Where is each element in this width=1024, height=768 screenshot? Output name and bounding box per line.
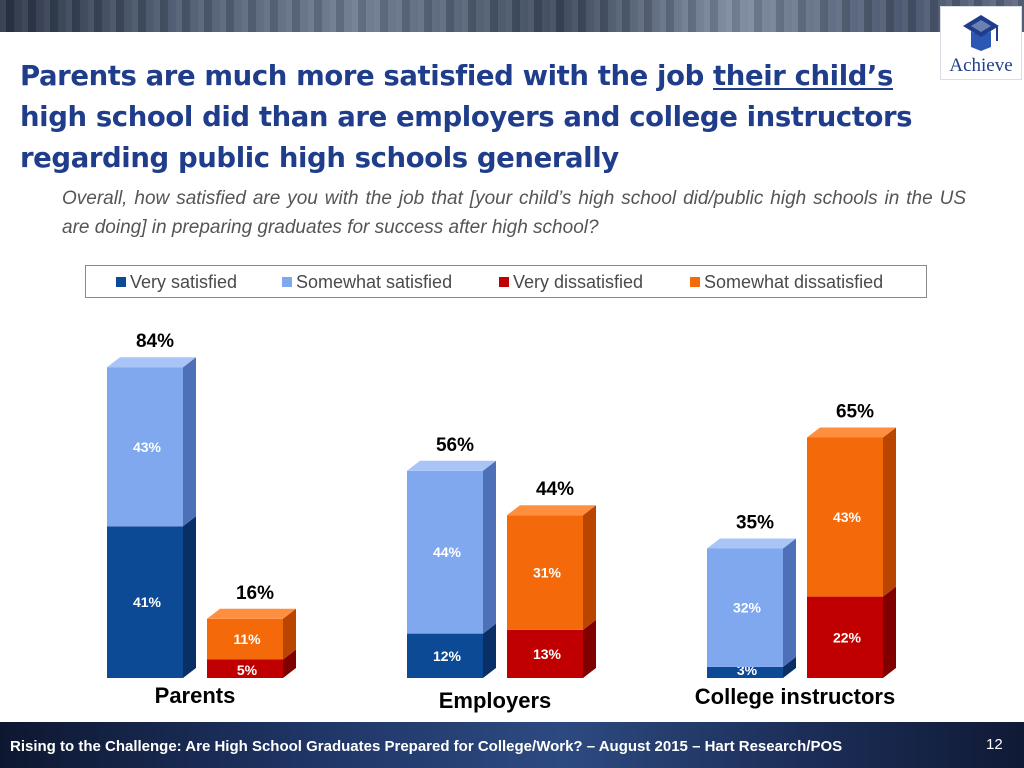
footer-bar: Rising to the Challenge: Are High School… — [0, 722, 1024, 768]
bar-segment-side — [783, 656, 796, 678]
stack-total-label: 65% — [836, 402, 874, 423]
segment-value-label: 44% — [433, 544, 462, 560]
legend-swatch — [282, 277, 292, 287]
footer-source: Rising to the Challenge: Are High School… — [10, 738, 843, 755]
bar-segment-side — [483, 460, 496, 634]
segment-value-label: 13% — [533, 646, 562, 662]
bar-segment-side — [583, 619, 596, 678]
stack-total-label: 16% — [236, 583, 274, 604]
legend-label: Somewhat satisfied — [296, 272, 453, 292]
bar-segment-top — [807, 427, 896, 438]
segment-value-label: 22% — [833, 629, 862, 645]
slide-title: Parents are much more satisfied with the… — [20, 56, 940, 179]
stack-total-label: 35% — [736, 513, 774, 534]
bar-segment-side — [483, 623, 496, 678]
bar-segment — [507, 629, 583, 678]
category-label: College instructors — [695, 684, 895, 709]
segment-value-label: 31% — [533, 565, 562, 581]
bar-segment — [507, 515, 583, 630]
legend-label: Very satisfied — [130, 272, 238, 292]
bar-segment — [807, 437, 883, 597]
segment-value-label: 43% — [133, 439, 162, 455]
segment-value-label: 5% — [237, 662, 258, 678]
top-photo-banner — [0, 0, 1024, 32]
bar-segment-side — [783, 538, 796, 667]
bar-segment-top — [107, 357, 196, 368]
stack-total-label: 56% — [436, 435, 474, 456]
survey-question: Overall, how satisfied are you with the … — [62, 188, 966, 238]
bar-segment-top — [707, 538, 796, 549]
legend-item: Somewhat satisfied — [282, 272, 452, 293]
segment-value-label: 41% — [133, 594, 162, 610]
bar-segment — [107, 526, 183, 678]
chart-legend: Very satisfied Somewhat satisfied Very dis… — [85, 265, 927, 298]
bar-segment-side — [883, 427, 896, 597]
segment-value-label: 11% — [233, 631, 261, 647]
title-text: Parents are much more satisfied with the… — [20, 60, 714, 92]
legend-label: Very dissatisfied — [513, 272, 644, 292]
legend-item: Somewhat dissatisfied — [690, 272, 883, 293]
bar-segment-side — [283, 608, 296, 660]
stack-total-label: 44% — [536, 479, 574, 500]
segment-value-label: 32% — [733, 600, 762, 616]
page-number: 12 — [986, 736, 1003, 753]
category-label: Parents — [155, 683, 236, 708]
bar-segment-side — [183, 516, 196, 678]
bar-segment — [407, 470, 483, 634]
mortarboard-icon — [963, 15, 999, 51]
legend-item: Very dissatisfied — [499, 272, 643, 293]
bar-segment-top — [207, 608, 296, 619]
title-text: high school did than are employers and c… — [20, 101, 913, 174]
legend-swatch — [690, 277, 700, 287]
bar-segment — [207, 618, 283, 660]
legend-label: Somewhat dissatisfied — [704, 272, 884, 292]
category-label: Employers — [439, 688, 552, 713]
segment-value-label: 12% — [433, 648, 462, 664]
bar-segment — [807, 596, 883, 678]
legend-item: Very satisfied — [116, 272, 237, 293]
logo-text: Achieve — [949, 55, 1013, 76]
stack-total-label: 84% — [136, 331, 174, 352]
segment-value-label: 43% — [833, 509, 862, 525]
bar-segment — [707, 548, 783, 667]
bar-segment — [407, 633, 483, 678]
bar-segment-top — [407, 460, 496, 471]
legend-swatch — [116, 277, 126, 287]
bar-segment-side — [183, 357, 196, 527]
bar-segment — [707, 666, 783, 678]
bar-segment — [207, 659, 283, 678]
bar-segment — [107, 367, 183, 527]
bar-segment-side — [583, 505, 596, 630]
bar-segment-top — [507, 505, 596, 516]
achieve-logo: Achieve — [940, 6, 1022, 80]
bar-segment-side — [883, 586, 896, 678]
bar-segment-side — [283, 649, 296, 678]
legend-swatch — [499, 277, 509, 287]
title-emphasis: their child’s — [713, 60, 894, 92]
stacked-bar-chart: 41% 43% 84% 5% 11% 16% Parents 12% 44% 56% 13% 31% 4… — [107, 331, 896, 713]
